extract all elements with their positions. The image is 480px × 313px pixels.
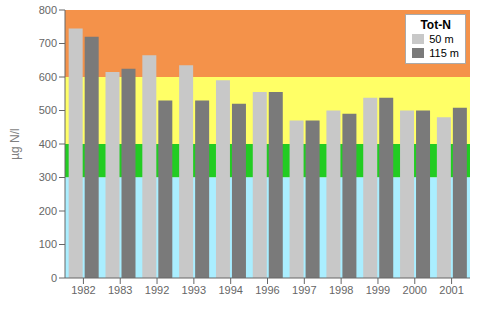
svg-text:1982: 1982 <box>71 284 95 296</box>
svg-text:1996: 1996 <box>255 284 279 296</box>
svg-text:0: 0 <box>51 272 57 284</box>
svg-text:1999: 1999 <box>366 284 390 296</box>
svg-text:1997: 1997 <box>292 284 316 296</box>
svg-text:1998: 1998 <box>329 284 353 296</box>
svg-text:µg N/l: µg N/l <box>8 128 22 160</box>
svg-text:100: 100 <box>39 238 57 250</box>
html-text:115 m: 115 m <box>429 47 459 59</box>
svg-text:1994: 1994 <box>218 284 242 296</box>
svg-text:1992: 1992 <box>145 284 169 296</box>
svg-text:700: 700 <box>39 37 57 49</box>
svg-text:2001: 2001 <box>439 284 463 296</box>
svg-text:300: 300 <box>39 171 57 183</box>
html-text:Tot-N: Tot-N <box>420 18 451 32</box>
svg-text:200: 200 <box>39 205 57 217</box>
svg-text:600: 600 <box>39 71 57 83</box>
svg-text:2000: 2000 <box>403 284 427 296</box>
svg-text:1993: 1993 <box>182 284 206 296</box>
svg-text:400: 400 <box>39 138 57 150</box>
html-text:50 m: 50 m <box>429 33 454 45</box>
svg-text:800: 800 <box>39 4 57 16</box>
svg-text:1983: 1983 <box>108 284 132 296</box>
svg-text:500: 500 <box>39 104 57 116</box>
